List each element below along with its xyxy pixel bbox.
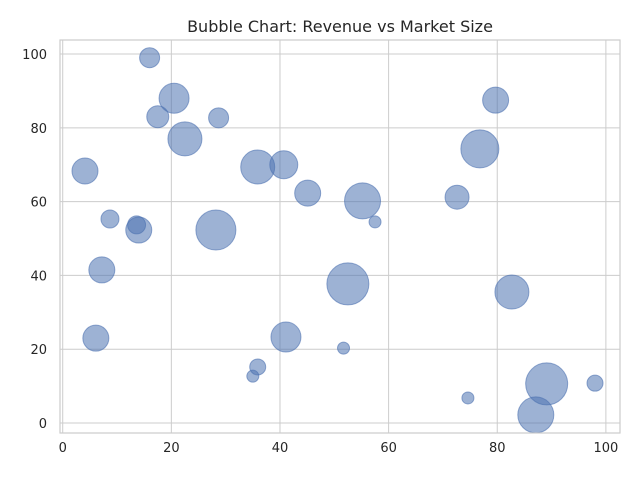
bubble <box>517 396 555 434</box>
x-tick-label: 0 <box>59 441 67 456</box>
x-tick-label: 60 <box>380 441 397 456</box>
bubble <box>337 341 351 355</box>
chart-title: Bubble Chart: Revenue vs Market Size <box>187 17 493 36</box>
bubble <box>460 129 500 169</box>
bubble <box>246 369 260 383</box>
bubble <box>71 157 99 185</box>
bubble <box>294 179 322 207</box>
bubble <box>494 274 530 310</box>
bubble <box>167 121 203 157</box>
bubble <box>139 47 161 69</box>
bubble <box>100 209 120 229</box>
bubble <box>208 107 230 129</box>
bubble <box>482 86 510 114</box>
x-tick-label: 80 <box>489 441 506 456</box>
bubble <box>270 321 302 353</box>
bubble <box>461 391 475 405</box>
y-tick-label: 20 <box>30 343 47 358</box>
bubble <box>158 82 190 114</box>
bubble <box>326 262 370 306</box>
bubble <box>444 184 470 210</box>
y-tick-label: 40 <box>30 269 47 284</box>
bubbles <box>71 47 604 434</box>
bubble <box>368 215 382 229</box>
bubble <box>344 182 382 220</box>
bubble <box>195 209 237 251</box>
x-tick-label: 20 <box>163 441 180 456</box>
x-tick-label: 40 <box>272 441 289 456</box>
x-tick-label: 100 <box>593 441 618 456</box>
bubble <box>146 105 170 129</box>
y-tick-label: 60 <box>30 196 47 211</box>
y-tick-label: 80 <box>30 122 47 137</box>
y-tick-label: 0 <box>39 417 47 432</box>
bubble <box>269 150 299 180</box>
bubble <box>586 374 604 392</box>
plot-frame <box>59 39 621 434</box>
tick-labels: 0 20 40 60 80 100 0 20 40 60 80 100 <box>22 48 618 456</box>
y-tick-label: 100 <box>22 48 47 63</box>
bubble <box>88 256 116 284</box>
bubble <box>125 216 153 244</box>
bubble <box>82 324 110 352</box>
